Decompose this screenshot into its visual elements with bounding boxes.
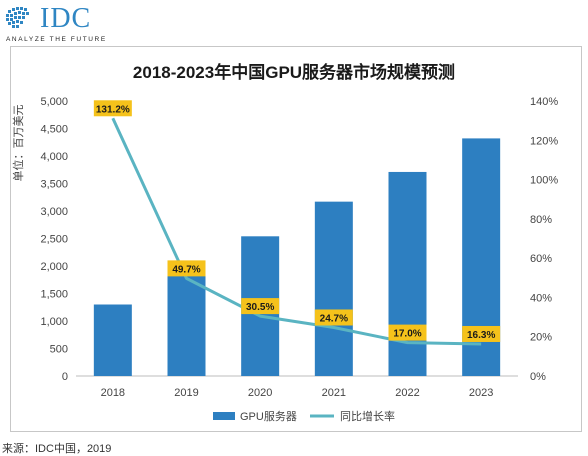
bar-2018 bbox=[93, 304, 132, 376]
chart-frame bbox=[10, 46, 582, 432]
x-tick-label: 2018 bbox=[101, 387, 125, 399]
data-label-text: 131.2% bbox=[96, 104, 130, 115]
data-label-box bbox=[167, 260, 206, 277]
plot-area: 0 500 1,000 1,500 2,000 2,500 3,000 3,500 4,000 4… bbox=[40, 96, 558, 399]
y-axis-title: 单位：百万美元 bbox=[11, 105, 25, 182]
y2-tick-label: 40% bbox=[530, 292, 552, 304]
data-label-box bbox=[93, 100, 132, 117]
data-label-text: 17.0% bbox=[393, 329, 421, 340]
logo-wordmark: IDC bbox=[40, 3, 92, 34]
growth-rate-label-2022: 17.0% bbox=[388, 324, 427, 341]
x-tick-label: 2022 bbox=[395, 387, 419, 399]
data-label-text: 24.7% bbox=[320, 313, 348, 324]
idc-logo: IDC ANALYZE THE FUTURE bbox=[6, 5, 166, 43]
y2-tick-label: 140% bbox=[530, 96, 558, 108]
y-tick-label: 3,000 bbox=[40, 206, 68, 218]
bar-2019 bbox=[167, 269, 206, 376]
y2-tick-label: 80% bbox=[530, 214, 552, 226]
y-tick-label: 500 bbox=[50, 344, 68, 356]
growth-rate-label-2020: 30.5% bbox=[241, 298, 280, 315]
y2-tick-label: 120% bbox=[530, 135, 558, 147]
legend-label-line: 同比增长率 bbox=[340, 409, 395, 423]
x-tick-label: 2023 bbox=[469, 387, 493, 399]
x-tick-label: 2019 bbox=[174, 387, 198, 399]
data-label-text: 30.5% bbox=[246, 302, 274, 313]
x-tick-label: 2020 bbox=[248, 387, 272, 399]
y2-tick-label: 0% bbox=[530, 371, 546, 383]
y-tick-label: 1,000 bbox=[40, 316, 68, 328]
data-label-box bbox=[388, 324, 427, 341]
y2-tick-label: 60% bbox=[530, 253, 552, 265]
source-note: 来源：IDC中国，2019 bbox=[2, 443, 112, 455]
y-tick-label: 2,500 bbox=[40, 234, 68, 246]
data-label-text: 49.7% bbox=[172, 264, 200, 275]
legend-label-bars: GPU服务器 bbox=[240, 410, 297, 423]
y-tick-label: 2,000 bbox=[40, 261, 68, 273]
data-label-text: 16.3% bbox=[467, 330, 495, 341]
legend-swatch-bars bbox=[213, 412, 235, 420]
growth-rate-label-2023: 16.3% bbox=[462, 325, 501, 342]
logo-tagline: ANALYZE THE FUTURE bbox=[6, 36, 107, 43]
bar-2022 bbox=[388, 171, 427, 376]
y-tick-label: 1,500 bbox=[40, 289, 68, 301]
legend: GPU服务器 同比增长率 bbox=[213, 409, 395, 423]
data-label-box bbox=[241, 298, 280, 315]
growth-rate-line bbox=[111, 117, 482, 346]
chart-title: 2018-2023年中国GPU服务器市场规模预测 bbox=[133, 62, 455, 82]
y-tick-label: 4,000 bbox=[40, 151, 68, 163]
bar-2021 bbox=[314, 201, 353, 376]
data-label-box bbox=[314, 309, 353, 326]
x-tick-label: 2021 bbox=[322, 387, 346, 399]
y2-tick-label: 20% bbox=[530, 332, 552, 344]
y2-tick-label: 100% bbox=[530, 175, 558, 187]
data-label-box bbox=[462, 325, 501, 342]
y-tick-label: 0 bbox=[62, 371, 68, 383]
y-tick-label: 4,500 bbox=[40, 124, 68, 136]
growth-rate-label-2021: 24.7% bbox=[314, 309, 353, 326]
growth-rate-label-2019: 49.7% bbox=[167, 260, 206, 277]
globe-icon bbox=[6, 7, 29, 28]
growth-rate-label-2018: 131.2% bbox=[93, 100, 132, 117]
y-tick-label: 3,500 bbox=[40, 179, 68, 191]
y-tick-label: 5,000 bbox=[40, 96, 68, 108]
